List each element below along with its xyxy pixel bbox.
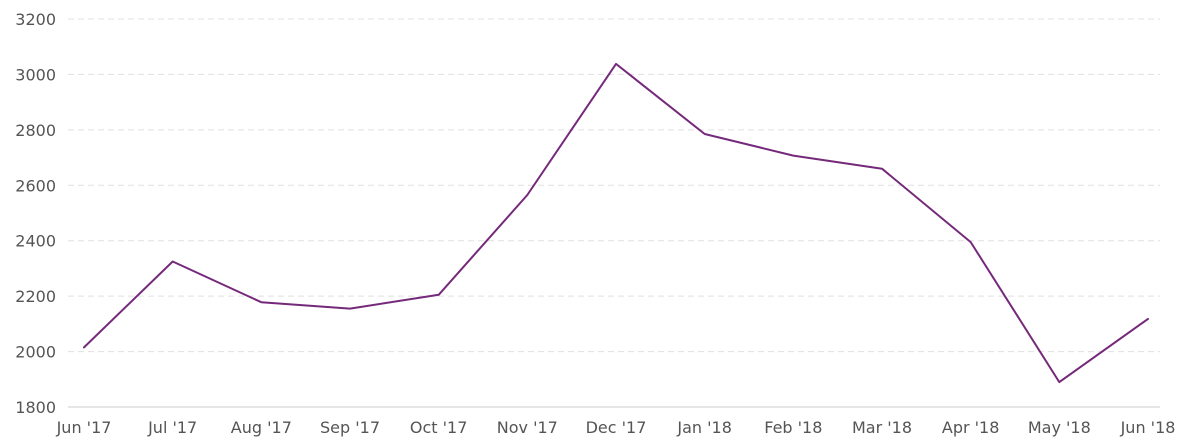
x-tick-label: Jul '17: [147, 418, 197, 437]
series-line: [83, 62, 1149, 384]
y-tick-label: 3200: [15, 10, 56, 29]
x-tick-label: Oct '17: [410, 418, 468, 437]
x-tick-label: Aug '17: [231, 418, 292, 437]
y-tick-label: 1800: [15, 398, 56, 417]
y-tick-label: 2000: [15, 343, 56, 362]
x-tick-label: Jun '17: [56, 418, 112, 437]
x-tick-label: Jun '18: [1120, 418, 1176, 437]
y-gridlines: [68, 18, 1160, 353]
x-tick-label: Mar '18: [852, 418, 912, 437]
y-tick-label: 2400: [15, 232, 56, 251]
x-tick-labels: Jun '17 Jul '17 Aug '17 Sep '17 Oct '17 Nov '…: [56, 418, 1176, 437]
y-tick-label: 3000: [15, 65, 56, 84]
y-tick-label: 2600: [15, 176, 56, 195]
x-tick-label: May '18: [1028, 418, 1091, 437]
x-tick-label: Jan '18: [676, 418, 732, 437]
x-tick-label: Apr '18: [942, 418, 1000, 437]
series-group: [83, 62, 1149, 384]
x-tick-label: Sep '17: [320, 418, 380, 437]
y-tick-label: 2800: [15, 121, 56, 140]
y-tick-label: 2200: [15, 287, 56, 306]
x-tick-label: Nov '17: [497, 418, 558, 437]
x-tick-label: Feb '18: [764, 418, 822, 437]
x-tick-label: Dec '17: [586, 418, 647, 437]
y-tick-labels: 1800 2000 2200 2400 2600 2800 3000 3200: [15, 10, 56, 417]
